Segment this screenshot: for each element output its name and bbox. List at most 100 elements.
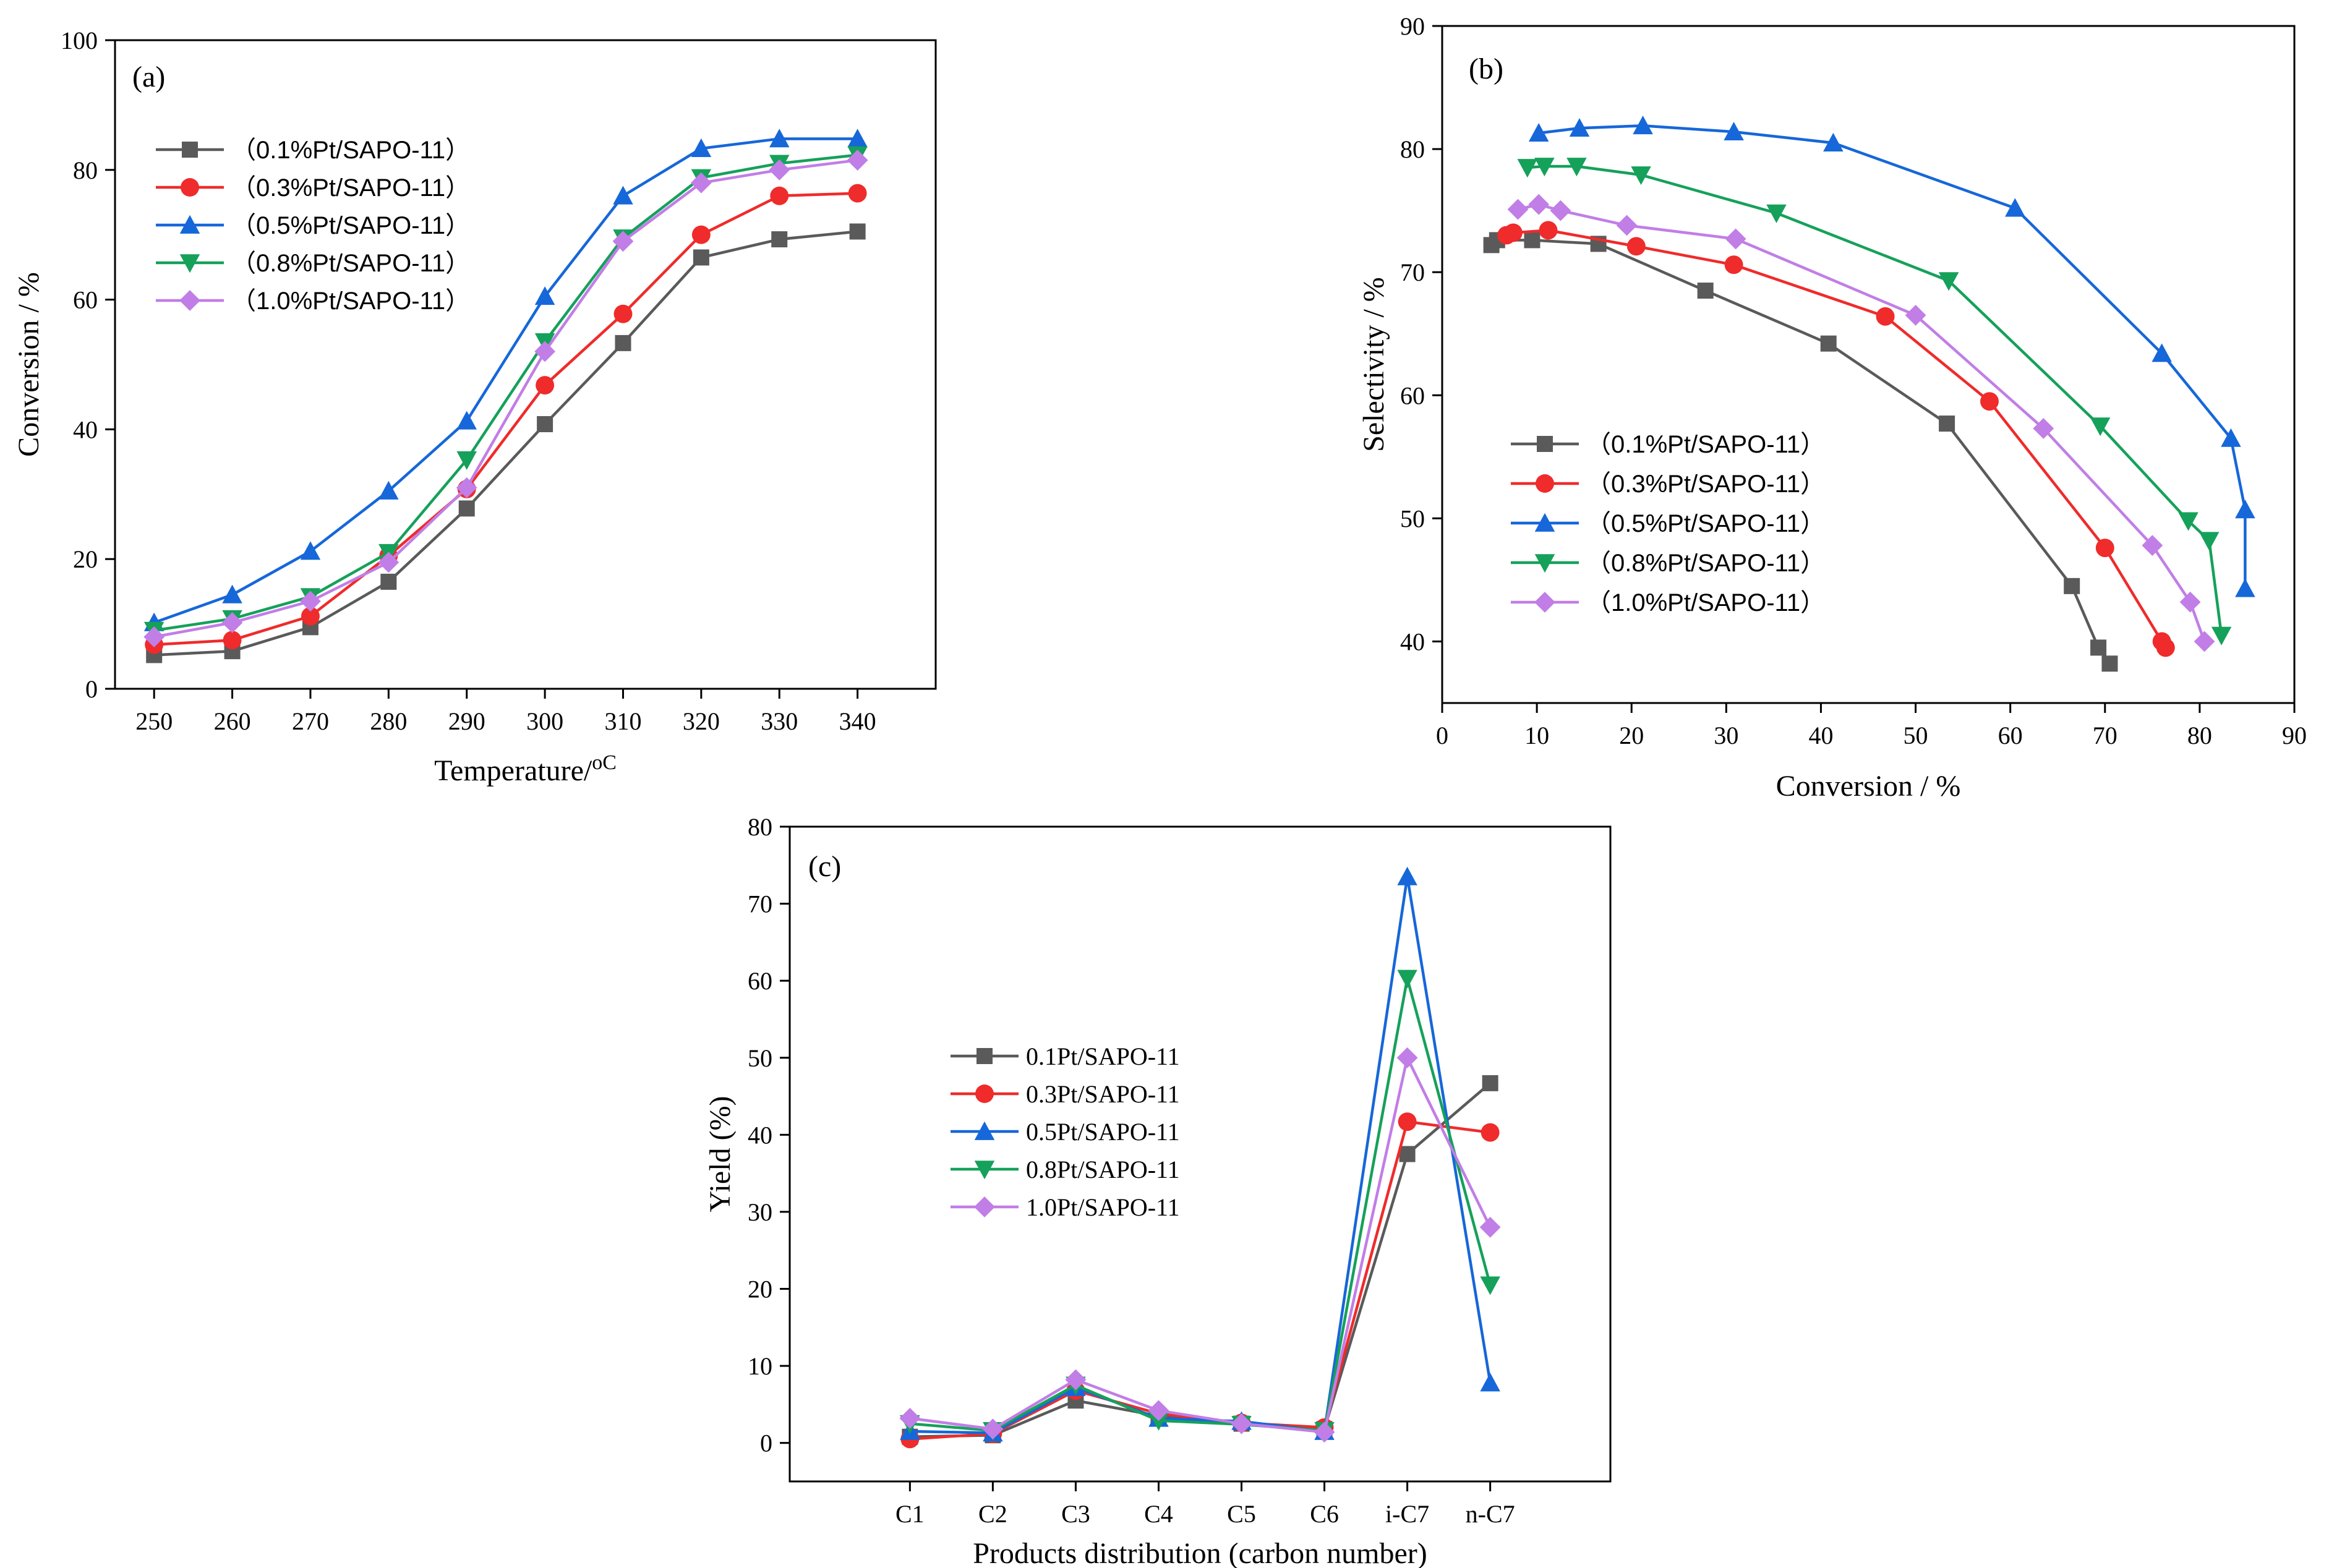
data-point xyxy=(2064,577,2080,594)
data-point xyxy=(1566,158,1587,177)
legend-marker xyxy=(179,290,200,311)
data-point xyxy=(2152,343,2172,362)
x-tick-label: C2 xyxy=(978,1500,1007,1528)
chart-panel-c: C1 C2 C3 C4 C5 C6 i-C7 n-C7 0 10 20 30 40 50 60 70 80 Pro… xyxy=(704,813,1612,1568)
panel-label: (c) xyxy=(808,850,841,883)
legend: （0.1%Pt/SAPO-11） （0.3%Pt/SAPO-11） （0.5%Pt/… xyxy=(156,137,470,315)
data-point xyxy=(691,138,712,157)
y-tick-label: 80 xyxy=(748,813,772,841)
data-point xyxy=(1938,272,1959,291)
data-point xyxy=(1697,283,1714,299)
data-point xyxy=(1725,228,1746,250)
data-point xyxy=(1550,200,1571,221)
data-point xyxy=(143,626,165,647)
x-tick-label: 300 xyxy=(526,707,563,735)
data-point xyxy=(1524,232,1541,249)
x-tick-label: 270 xyxy=(292,707,329,735)
x-tick-label: 10 xyxy=(1524,722,1549,749)
x-tick-label: C3 xyxy=(1061,1500,1090,1528)
x-tick-label: 340 xyxy=(839,707,876,735)
data-point xyxy=(2235,500,2255,519)
legend-marker xyxy=(975,1084,994,1103)
y-tick-label: 40 xyxy=(73,415,98,443)
data-point xyxy=(982,1418,1004,1440)
data-point xyxy=(847,150,868,171)
data-point xyxy=(221,612,243,633)
y-tick-label: 60 xyxy=(73,286,98,314)
data-point xyxy=(456,451,477,470)
data-point xyxy=(2199,532,2220,551)
series-line xyxy=(910,1056,1492,1434)
x-axis-title: Conversion / % xyxy=(1776,770,1961,803)
x-tick-label: 290 xyxy=(448,707,485,735)
data-point xyxy=(612,231,634,252)
series-line xyxy=(154,230,858,657)
data-point xyxy=(1231,1413,1252,1434)
series-line xyxy=(1506,229,2167,649)
x-tick-label: 320 xyxy=(683,707,720,735)
data-point xyxy=(769,159,790,181)
y-axis-title: Selectivity / % xyxy=(1357,277,1390,452)
data-point xyxy=(223,631,242,650)
legend-label: （1.0%Pt/SAPO-11） xyxy=(1586,589,1825,616)
x-axis-title: Products distribution (carbon number) xyxy=(973,1537,1427,1568)
chart-panel-a: 250 260 270 280 290 300 310 320 330 340 0 20 40 60 80 1… xyxy=(12,27,937,787)
plot-frame xyxy=(1441,25,2296,704)
y-tick-label: 10 xyxy=(748,1352,772,1380)
x-tick-label: C1 xyxy=(895,1500,925,1528)
legend-marker xyxy=(181,178,199,197)
data-point xyxy=(847,129,868,148)
data-point xyxy=(456,477,477,498)
data-point xyxy=(613,304,633,323)
x-tick-label: 60 xyxy=(1998,722,2023,749)
y-tick-label: 60 xyxy=(1400,381,1425,409)
x-tick-label: 20 xyxy=(1619,722,1644,749)
x-tick-label: 330 xyxy=(761,707,798,735)
data-point xyxy=(1503,223,1523,242)
series-4 xyxy=(899,1047,1501,1443)
series-1 xyxy=(1497,221,2175,657)
x-tick-label: C6 xyxy=(1310,1500,1339,1528)
series-line xyxy=(153,153,858,632)
x-tick-label: C4 xyxy=(1144,1500,1173,1528)
panel-label: (a) xyxy=(132,61,165,93)
series-line xyxy=(153,137,858,624)
data-point xyxy=(1314,1421,1335,1443)
series-line xyxy=(153,158,858,639)
legend-marker xyxy=(179,215,200,234)
data-point xyxy=(456,411,477,430)
series-2 xyxy=(1528,116,2255,597)
y-tick-label: 70 xyxy=(1400,258,1425,286)
data-point xyxy=(1148,1400,1169,1421)
series-line xyxy=(910,977,1492,1433)
data-point xyxy=(2235,578,2255,597)
plot-frame xyxy=(114,39,937,690)
data-point xyxy=(1633,116,1653,135)
data-point xyxy=(2090,639,2107,656)
legend-label: （0.1%Pt/SAPO-11） xyxy=(231,137,470,164)
y-tick-label: 30 xyxy=(748,1198,772,1226)
data-point xyxy=(2156,638,2175,657)
y-axis-title: Yield (%) xyxy=(704,1096,737,1212)
data-point xyxy=(378,552,400,573)
data-point xyxy=(1528,194,1550,215)
data-point xyxy=(1065,1369,1087,1391)
legend-marker xyxy=(1537,436,1553,452)
legend-label: 0.1Pt/SAPO-11 xyxy=(1026,1042,1180,1070)
data-point xyxy=(2033,418,2054,439)
x-tick-label: 260 xyxy=(214,707,251,735)
data-point xyxy=(2095,539,2114,558)
legend-marker xyxy=(182,142,198,158)
legend-marker xyxy=(1534,513,1555,532)
x-tick-label: 70 xyxy=(2093,722,2117,749)
plot-frame xyxy=(788,825,1612,1483)
legend-label: （0.5%Pt/SAPO-11） xyxy=(1586,510,1825,537)
legend-marker xyxy=(1536,474,1554,493)
data-point xyxy=(1396,1047,1418,1068)
x-axis-title-unit: oC xyxy=(592,751,617,774)
data-point xyxy=(691,225,711,244)
data-point xyxy=(537,416,553,433)
data-point xyxy=(1398,1112,1417,1131)
series-2 xyxy=(143,129,868,631)
